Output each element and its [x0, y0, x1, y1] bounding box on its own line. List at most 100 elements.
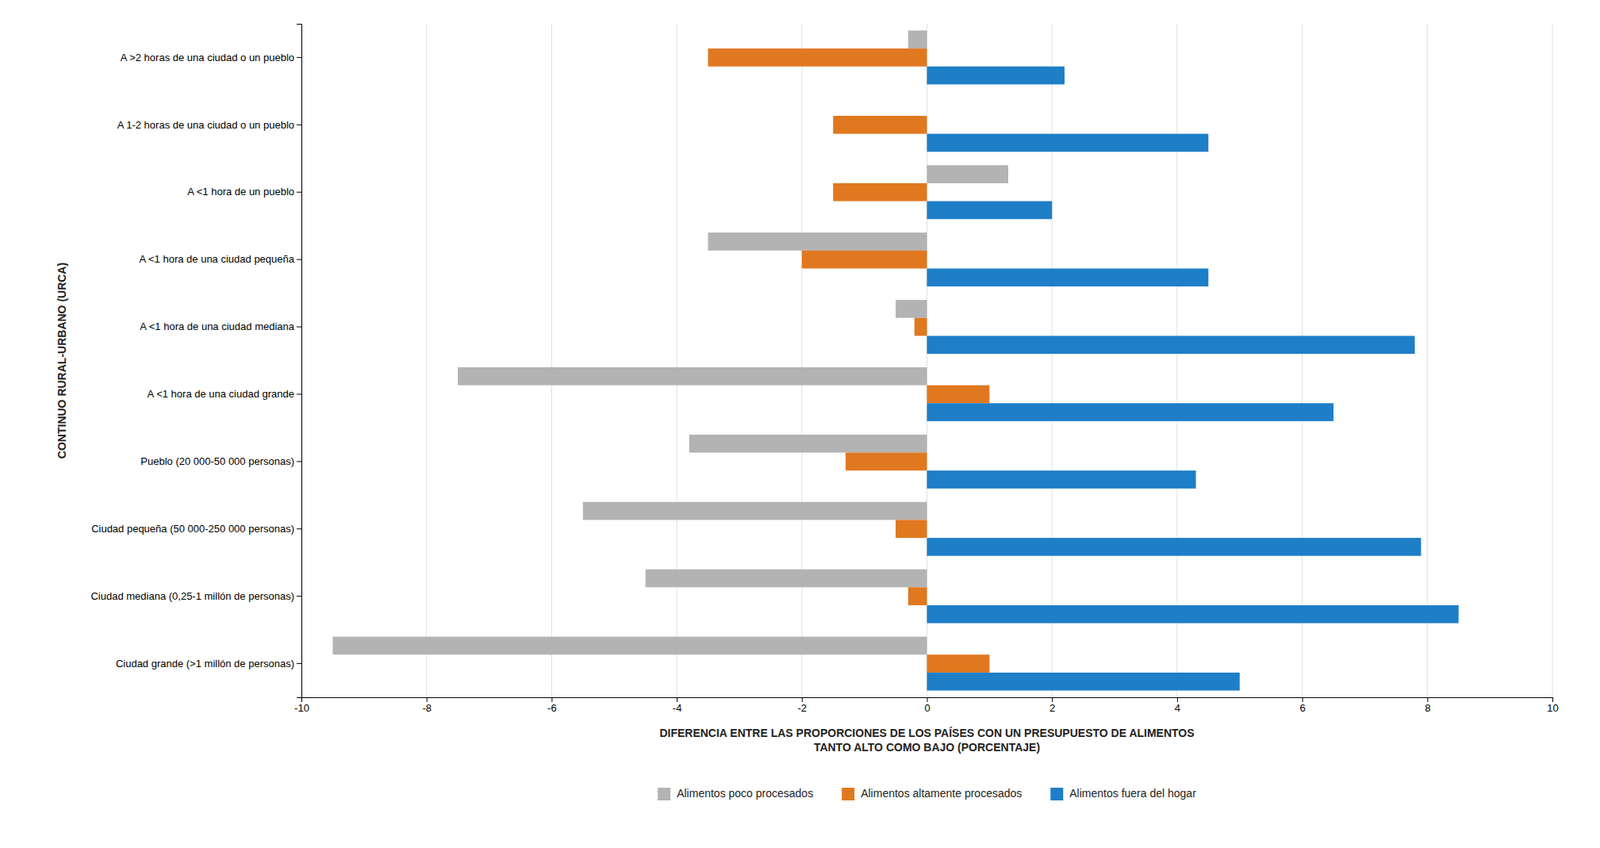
bar [332, 636, 927, 656]
bar [927, 537, 1422, 557]
y-tick-label: Ciudad mediana (0,25-1 millón de persona… [90, 590, 295, 603]
y-tick: Ciudad mediana (0,25-1 millón de persona… [90, 590, 302, 603]
grid-line [1301, 23, 1303, 698]
bar [927, 134, 1209, 153]
x-axis-line [302, 698, 1554, 703]
grid-line [1051, 23, 1053, 698]
bar [583, 502, 928, 521]
bar [927, 268, 1209, 287]
bar [895, 519, 927, 538]
bar [845, 452, 928, 472]
legend-swatch [841, 787, 855, 801]
x-tick-mark [551, 697, 553, 703]
grid-line [1427, 23, 1428, 698]
x-tick-label: -8 [422, 702, 432, 714]
x-tick-label: 6 [1299, 702, 1305, 714]
bar [457, 367, 927, 386]
bar [908, 587, 928, 606]
bar [926, 97, 928, 116]
x-axis: -10-8-6-4-20246810 [294, 697, 1559, 714]
y-tick: A <1 hora de una ciudad grande [147, 387, 302, 400]
legend-label: Alimentos altamente procesados [860, 786, 1022, 800]
y-tick: Pueblo (20 000-50 000 personas) [140, 455, 302, 468]
bar [708, 232, 928, 251]
bar-series [332, 30, 1009, 655]
x-tick: 8 [1424, 697, 1431, 714]
x-tick-mark [801, 697, 803, 703]
y-axis-line [296, 24, 303, 699]
x-tick: -4 [672, 697, 683, 714]
x-tick-mark [1177, 697, 1178, 703]
y-axis-label: CONTINUO RURAL-URBANO (URCA) [55, 262, 69, 459]
chart-svg: -10-8-6-4-20246810A >2 horas de una ciud… [0, 0, 1600, 848]
y-tick-mark [296, 595, 302, 597]
x-tick-label: -4 [672, 702, 683, 714]
x-axis-label: DIFERENCIA ENTRE LAS PROPORCIONES DE LOS… [659, 726, 1194, 754]
bar [927, 605, 1459, 624]
y-tick: A <1 hora de una ciudad pequeña [138, 253, 302, 265]
legend-item: Alimentos fuera del hogar [1050, 786, 1197, 801]
x-tick-label: -6 [547, 702, 557, 714]
y-tick: Ciudad grande (>1 millón de personas) [115, 657, 302, 670]
bar-series [927, 66, 1459, 691]
y-tick: A <1 hora de un pueblo [187, 185, 302, 198]
bar [832, 115, 927, 135]
legend: Alimentos poco procesados Alimentos altam… [657, 786, 1197, 801]
grid-line [801, 23, 802, 698]
y-tick: Ciudad pequeña (50 000-250 000 personas) [91, 522, 302, 535]
y-tick-label: A <1 hora de un pueblo [187, 185, 295, 198]
y-tick: A 1-2 horas de una ciudad o un pueblo [117, 118, 302, 131]
x-axis-label-line: DIFERENCIA ENTRE LAS PROPORCIONES DE LOS… [659, 726, 1194, 740]
bar [708, 48, 928, 67]
x-tick-label: 0 [924, 702, 930, 714]
bar [927, 66, 1065, 85]
bar [645, 569, 928, 588]
legend-swatch [1050, 787, 1063, 801]
y-tick: A >2 horas de una ciudad o un pueblo [120, 51, 302, 64]
x-tick-label: 8 [1424, 702, 1431, 714]
y-tick-mark [296, 528, 302, 530]
x-tick-mark [927, 697, 929, 703]
bar [689, 434, 928, 453]
bar [927, 654, 990, 673]
legend-item: Alimentos altamente procesados [841, 786, 1022, 801]
x-tick: -6 [547, 697, 557, 714]
legend-swatch [657, 787, 671, 801]
x-tick-label: 4 [1174, 702, 1181, 714]
grid-line [1176, 23, 1178, 698]
bar [927, 470, 1197, 489]
x-tick-mark [1302, 697, 1304, 703]
y-axis: A >2 horas de una ciudad o un pueblo A 1-… [90, 24, 302, 699]
x-tick: -8 [422, 697, 432, 714]
x-tick-mark [426, 697, 428, 703]
legend-label: Alimentos fuera del hogar [1069, 786, 1197, 800]
y-tick-label: A <1 hora de una ciudad mediana [139, 320, 296, 333]
y-tick-mark [296, 57, 302, 58]
x-tick: 4 [1174, 697, 1181, 714]
bar [927, 164, 1010, 184]
bar [927, 402, 1335, 422]
bar [927, 201, 1053, 220]
x-tick: 2 [1049, 697, 1056, 714]
y-tick-label: A <1 hora de una ciudad pequeña [138, 253, 295, 265]
grid-line [425, 23, 427, 698]
y-tick-mark [296, 191, 302, 193]
bar [801, 250, 928, 269]
x-tick: 0 [924, 697, 930, 714]
x-tick: 6 [1299, 697, 1305, 714]
y-tick-mark [296, 259, 302, 261]
legend-label: Alimentos poco procesados [676, 786, 814, 800]
y-tick-label: A >2 horas de una ciudad o un pueblo [120, 51, 295, 64]
grid-line [1552, 23, 1554, 698]
bars [332, 30, 1459, 691]
x-axis-label-line: TANTO ALTO COMO BAJO (PORCENTAJE) [813, 740, 1040, 754]
y-tick-label: A <1 hora de una ciudad grande [147, 387, 295, 400]
y-tick-label: Pueblo (20 000-50 000 personas) [140, 455, 295, 468]
x-tick-label: -2 [798, 702, 808, 714]
x-tick-label: 2 [1049, 702, 1056, 714]
y-tick: A <1 hora de una ciudad mediana [139, 320, 302, 333]
grid [301, 23, 1553, 698]
x-tick-mark [676, 697, 678, 703]
x-tick-label: -10 [294, 702, 310, 714]
grid-line [551, 23, 553, 698]
